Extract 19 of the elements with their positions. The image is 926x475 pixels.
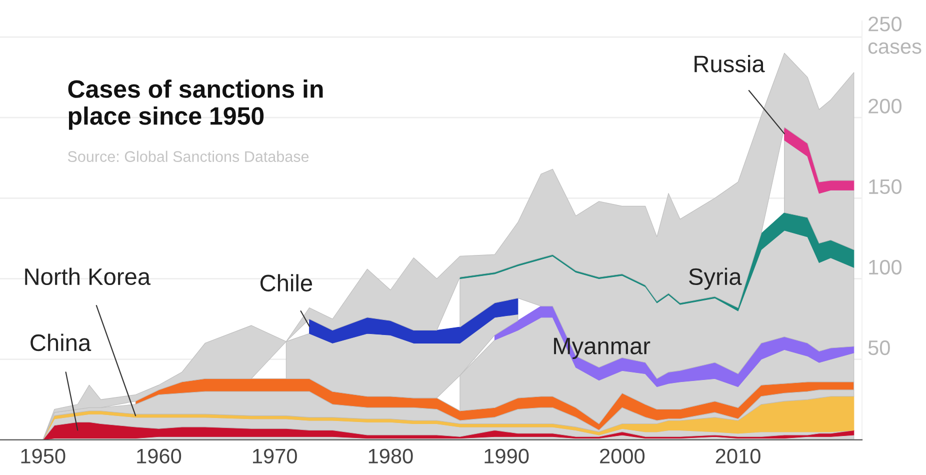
text: Russia [694, 55, 765, 72]
text: China [30, 334, 92, 352]
text: Cases of sanctions in place since 1950 [68, 80, 323, 130]
annotation: Source: Global Sanctions Database [68, 150, 309, 162]
y-tick-label: 200 [868, 98, 902, 114]
x-tick-label: 1970 [253, 448, 297, 464]
y-tick-label: 50 [868, 340, 890, 356]
series-label: Syria [689, 268, 742, 290]
text: North Korea [25, 268, 151, 286]
y-tick-label: 150 [869, 179, 902, 194]
x-tick-label: 1960 [137, 448, 182, 464]
x-tick-label: 2010 [716, 448, 760, 464]
series-label: Chile [260, 274, 312, 292]
x-tick-label: 1990 [484, 448, 529, 464]
x-tick-label: 1980 [368, 448, 413, 464]
y-tick-label: 250 cases [868, 16, 922, 54]
x-tick-label: 1950 [21, 448, 66, 464]
y-tick-label: 100 [869, 260, 902, 275]
x-tick-label: 2000 [600, 448, 645, 464]
